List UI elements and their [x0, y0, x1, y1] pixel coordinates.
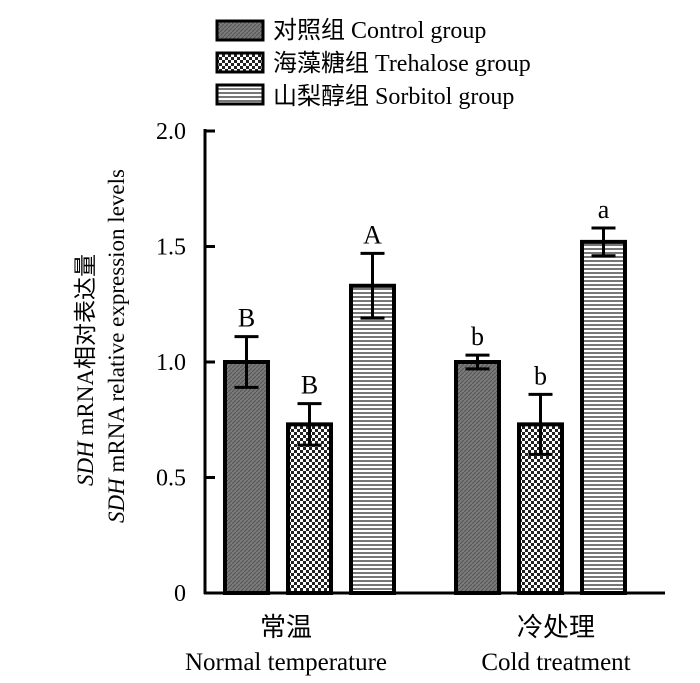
- legend-item-sorbitol: 山梨醇组 Sorbitol group: [215, 83, 514, 110]
- legend-swatch-trehalose: [215, 51, 265, 74]
- y-tick-label: 1.5: [156, 235, 186, 261]
- bars: B B Ab b a: [223, 195, 627, 595]
- x-category-label-zh: 冷处理: [517, 613, 595, 642]
- bar: [349, 283, 396, 595]
- legend-label-sorbitol: 山梨醇组 Sorbitol group: [273, 83, 514, 110]
- bar: [286, 422, 333, 595]
- y-tick-label: 2.0: [156, 119, 186, 145]
- y-tick-label: 0: [174, 581, 186, 607]
- x-category-label-en: Cold treatment: [481, 649, 630, 676]
- legend-item-control: 对照组 Control group: [215, 17, 486, 44]
- y-tick-label: 1.0: [156, 350, 186, 376]
- legend-label-control: 对照组 Control group: [273, 17, 486, 44]
- significance-letter: B: [238, 304, 255, 333]
- x-category-label-zh: 常温: [260, 613, 312, 642]
- y-axis-label-line1: SDH mRNA相对表达量: [73, 254, 98, 486]
- legend-swatch-sorbitol: [215, 83, 265, 106]
- significance-letter: a: [598, 195, 610, 224]
- legend-item-trehalose: 海藻糖组 Trehalose group: [215, 50, 531, 77]
- significance-letter: b: [471, 322, 484, 351]
- x-category-labels: 常温 Normal temperature 冷处理 Cold treatment: [185, 613, 631, 676]
- bar: [580, 239, 627, 595]
- significance-letter: B: [301, 371, 318, 400]
- bar: [454, 360, 501, 595]
- y-axis-label: SDH mRNA相对表达量 SDH mRNA relative expressi…: [73, 169, 129, 523]
- legend: 对照组 Control group 海藻糖组 Trehalose group 山…: [215, 17, 531, 110]
- y-axis-label-line2-rest: mRNA relative expression levels: [104, 169, 129, 478]
- y-ticks: 0 0.5 1.0 1.5 2.0: [156, 119, 215, 607]
- significance-letter: b: [534, 361, 547, 390]
- bar: [223, 360, 270, 595]
- legend-label-trehalose: 海藻糖组 Trehalose group: [273, 50, 531, 77]
- y-axis-label-line1-italic: SDH: [73, 440, 98, 486]
- y-axis-label-line2: SDH mRNA relative expression levels: [104, 169, 129, 523]
- y-axis-label-line1-rest: mRNA相对表达量: [73, 254, 98, 441]
- y-tick-label: 0.5: [156, 466, 186, 492]
- significance-letter: A: [363, 220, 382, 249]
- legend-swatch-control: [215, 19, 265, 42]
- x-category-label-en: Normal temperature: [185, 649, 387, 676]
- y-axis-label-line2-italic: SDH: [104, 477, 129, 523]
